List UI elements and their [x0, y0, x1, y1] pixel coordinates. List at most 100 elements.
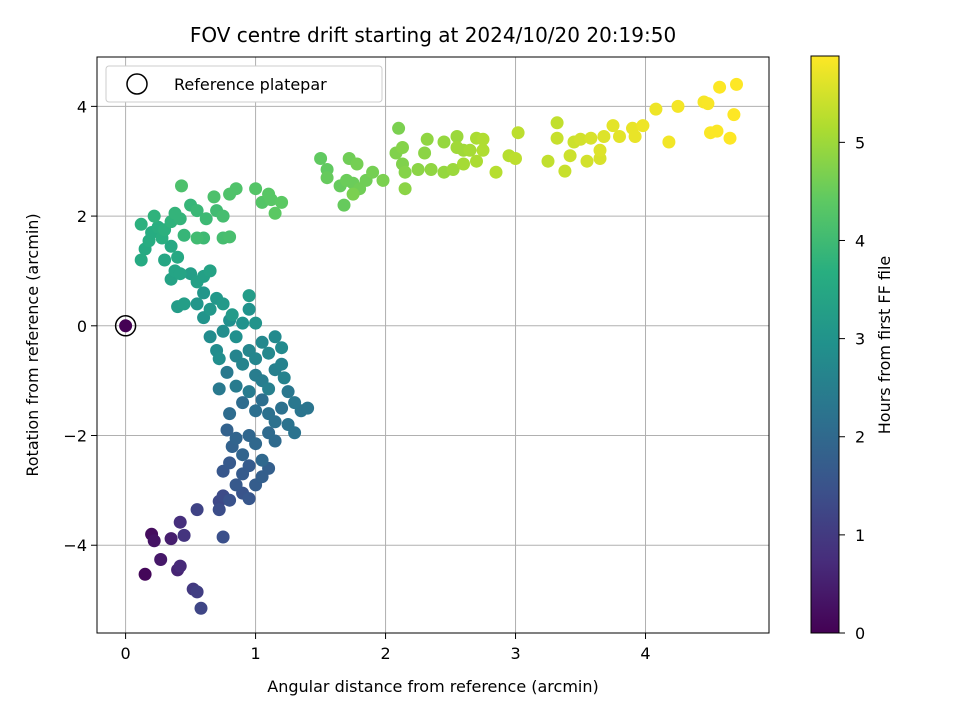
- data-point: [229, 431, 243, 445]
- data-point: [242, 459, 256, 473]
- data-point: [236, 316, 250, 330]
- data-point: [574, 132, 587, 146]
- data-point: [437, 135, 451, 149]
- legend-box: [105, 65, 383, 103]
- data-point: [197, 286, 211, 300]
- x-tick-label: 3: [510, 644, 520, 663]
- data-point: [134, 217, 148, 231]
- data-point: [350, 157, 364, 171]
- data-point: [173, 515, 187, 529]
- data-point: [229, 478, 243, 492]
- data-point: [203, 302, 217, 316]
- y-axis-ticks: −4 −2 0 2 4: [63, 97, 97, 555]
- reference-marker: [114, 315, 137, 337]
- data-point: [249, 182, 263, 196]
- data-point: [242, 492, 256, 506]
- data-point: [236, 357, 250, 371]
- data-point: [727, 108, 741, 122]
- y-axis-label: Rotation from reference (arcmin): [23, 213, 42, 476]
- y-tick-label: 2: [77, 207, 87, 226]
- y-tick-label: −4: [63, 536, 87, 555]
- data-point: [396, 141, 409, 154]
- plot-frame: [96, 56, 770, 634]
- data-point: [212, 503, 226, 517]
- data-point: [550, 116, 564, 130]
- x-tick-label: 2: [380, 644, 390, 663]
- data-point: [249, 404, 263, 418]
- data-point: [275, 195, 289, 209]
- chart-title: FOV centre drift starting at 2024/10/20 …: [190, 23, 676, 47]
- data-point: [398, 165, 412, 179]
- y-tick-label: −2: [63, 427, 87, 446]
- colorbar: 0 1 2 3 4 5 Hours from first FF file: [810, 55, 894, 643]
- data-point: [563, 149, 577, 163]
- data-point: [173, 267, 187, 281]
- scatter-points: [119, 77, 743, 615]
- data-point: [255, 393, 269, 407]
- data-point: [190, 585, 204, 599]
- data-point: [216, 324, 230, 338]
- data-point: [457, 157, 470, 171]
- data-point: [164, 532, 178, 546]
- data-point: [212, 352, 226, 366]
- data-point: [212, 382, 226, 396]
- data-point: [376, 173, 390, 187]
- data-point: [320, 171, 334, 185]
- data-point: [558, 164, 572, 178]
- data-point: [216, 209, 230, 223]
- data-point: [229, 330, 243, 344]
- data-point: [147, 209, 161, 223]
- data-point: [173, 559, 187, 573]
- data-point: [268, 434, 282, 448]
- data-point: [584, 131, 598, 145]
- data-point: [249, 352, 263, 366]
- data-point: [671, 99, 685, 113]
- data-point: [420, 132, 434, 146]
- data-point: [158, 253, 172, 267]
- data-point: [593, 143, 607, 157]
- data-point: [628, 130, 642, 143]
- data-point: [225, 308, 239, 322]
- data-point: [275, 401, 289, 415]
- data-point: [597, 130, 611, 143]
- data-point: [194, 601, 208, 615]
- data-point: [489, 165, 503, 179]
- data-point: [177, 297, 191, 311]
- data-point: [476, 143, 490, 157]
- data-point: [220, 423, 234, 437]
- legend-label: Reference platepar: [174, 75, 327, 94]
- legend: Reference platepar: [105, 65, 383, 103]
- data-point: [262, 382, 276, 396]
- data-point: [190, 297, 204, 311]
- x-axis-ticks: 0 1 2 3 4: [121, 633, 651, 663]
- data-point: [662, 135, 676, 149]
- data-point: [147, 534, 161, 548]
- data-point: [262, 346, 276, 360]
- colorbar-label: Hours from first FF file: [875, 256, 894, 435]
- data-point: [649, 102, 663, 116]
- colorbar-tick-label: 2: [855, 428, 865, 447]
- data-point: [223, 407, 237, 421]
- data-point: [268, 206, 282, 220]
- x-tick-label: 4: [640, 644, 650, 663]
- data-point: [723, 131, 737, 145]
- legend-marker-icon: [126, 73, 148, 95]
- data-point: [203, 330, 217, 344]
- colorbar-tick-label: 1: [855, 526, 865, 545]
- data-point: [203, 264, 217, 278]
- x-axis-label: Angular distance from reference (arcmin): [267, 677, 598, 696]
- data-point: [701, 97, 715, 111]
- data-point: [268, 415, 282, 429]
- x-tick-label: 0: [121, 644, 131, 663]
- data-point: [138, 567, 152, 581]
- data-point: [281, 385, 295, 399]
- data-point: [229, 379, 243, 393]
- data-point: [223, 230, 237, 244]
- data-point: [268, 330, 282, 344]
- data-point: [301, 401, 315, 415]
- data-point: [730, 77, 743, 91]
- data-point: [190, 503, 204, 517]
- data-point: [713, 80, 727, 94]
- data-point: [216, 530, 230, 544]
